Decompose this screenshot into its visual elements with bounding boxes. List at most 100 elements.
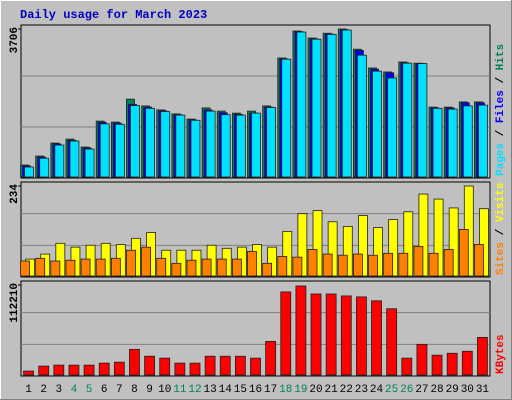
bar — [282, 230, 293, 277]
bar — [126, 249, 136, 277]
x-tick-label: 27 — [415, 384, 428, 396]
x-tick-label: 24 — [370, 384, 384, 396]
bar — [39, 157, 50, 178]
x-tick-label: 11 — [173, 384, 187, 396]
bar — [262, 262, 273, 277]
bar — [443, 249, 454, 277]
bar — [55, 242, 66, 277]
bar — [418, 193, 429, 277]
bar — [296, 31, 307, 178]
bar — [84, 148, 95, 178]
bar — [479, 208, 489, 277]
bar — [216, 258, 227, 277]
bar — [98, 362, 110, 376]
bar — [297, 213, 308, 277]
bar — [447, 108, 458, 178]
bar — [416, 343, 428, 376]
bar — [220, 114, 231, 178]
bar — [175, 114, 186, 178]
bar — [358, 215, 368, 277]
x-tick-label: 20 — [309, 384, 322, 396]
bar — [205, 110, 216, 178]
bar — [24, 166, 34, 178]
bar — [403, 211, 414, 277]
bar — [141, 246, 151, 277]
bar — [388, 219, 399, 277]
y-tick-label: 112210 — [9, 283, 21, 323]
x-tick-label: 6 — [101, 384, 108, 396]
bar — [266, 107, 277, 178]
bar — [312, 210, 323, 277]
bar — [234, 355, 246, 376]
bar — [368, 254, 378, 277]
bar — [80, 258, 91, 277]
bar — [235, 114, 246, 178]
bar — [129, 348, 140, 376]
bar — [327, 221, 338, 277]
bar — [356, 296, 367, 376]
bar — [462, 105, 473, 178]
bar — [265, 340, 277, 376]
x-tick-label: 4 — [71, 384, 78, 396]
bar — [448, 207, 459, 277]
bar — [428, 252, 439, 277]
bar — [160, 111, 171, 178]
x-tick-label: 28 — [430, 384, 443, 396]
bar — [311, 38, 322, 178]
bar — [83, 364, 95, 376]
bar — [387, 77, 398, 178]
bar — [50, 260, 61, 277]
bar — [373, 227, 383, 277]
bar — [159, 357, 171, 376]
bar — [401, 357, 413, 376]
bar — [322, 253, 333, 277]
x-tick-label: 15 — [234, 384, 247, 396]
x-tick-label: 19 — [294, 384, 307, 396]
bar — [325, 293, 337, 376]
x-tick-label: 8 — [131, 384, 138, 396]
bar — [156, 257, 167, 277]
bar — [35, 257, 46, 277]
bar — [340, 295, 352, 376]
bar — [446, 352, 458, 376]
bar — [281, 58, 292, 178]
legend-entry: Pages — [495, 143, 507, 176]
legend-entry: Sites — [495, 242, 507, 275]
x-tick-label: 29 — [446, 384, 459, 396]
bar — [341, 29, 352, 178]
x-tick-label: 16 — [249, 384, 262, 396]
bar — [130, 105, 140, 178]
bar — [189, 362, 201, 376]
bar — [458, 229, 469, 277]
bar — [371, 300, 382, 376]
bar — [353, 253, 363, 277]
bar — [477, 336, 488, 376]
legend-entry: Files — [495, 90, 507, 123]
bar — [65, 259, 76, 277]
bar — [219, 355, 231, 376]
bar — [204, 355, 216, 376]
y-tick-label: 3706 — [9, 27, 21, 53]
bar — [113, 361, 125, 376]
bar — [247, 250, 257, 277]
x-tick-label: 2 — [40, 384, 47, 396]
bar — [68, 364, 80, 376]
bar — [114, 123, 125, 178]
bar — [432, 107, 443, 178]
bar — [186, 259, 197, 277]
bar — [372, 70, 382, 178]
legend-separator: / — [495, 70, 507, 90]
bar — [310, 293, 322, 376]
x-tick-label: 7 — [116, 384, 123, 396]
bar — [402, 62, 413, 178]
legend: Pages / Files / Hits — [495, 44, 507, 176]
bar — [53, 364, 65, 376]
x-tick-label: 10 — [158, 384, 171, 396]
x-tick-label: 1 — [25, 384, 32, 396]
bar — [144, 355, 155, 376]
bar — [201, 258, 212, 277]
bar — [110, 257, 121, 277]
x-tick-label: 31 — [476, 384, 490, 396]
x-tick-label: 26 — [400, 384, 413, 396]
